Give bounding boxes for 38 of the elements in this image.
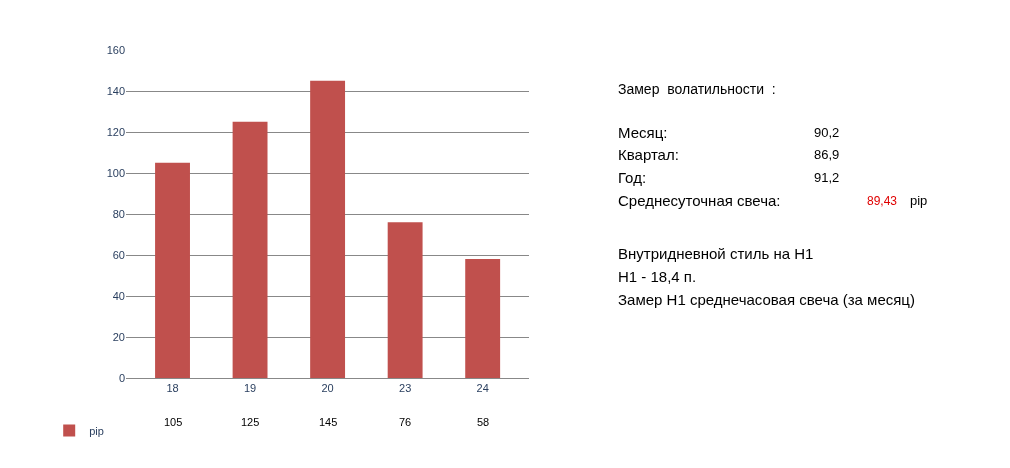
x-tick-label: 18 bbox=[166, 382, 179, 395]
y-tick-label: 140 bbox=[106, 84, 125, 97]
data-label: 105 bbox=[164, 416, 183, 428]
text: Замер H1 среднечасовая свеча (за месяц) bbox=[618, 291, 915, 308]
y-tick-label: 0 bbox=[118, 371, 125, 384]
text: 86,9 bbox=[814, 147, 840, 162]
x-tick-label: 23 bbox=[399, 382, 412, 395]
text: Замер волатильности : bbox=[618, 81, 776, 97]
data-label: 145 bbox=[319, 416, 338, 428]
text: pip bbox=[910, 193, 928, 208]
y-tick-label: 100 bbox=[106, 166, 125, 179]
data-label: 125 bbox=[241, 416, 260, 428]
text: 90,2 bbox=[814, 125, 840, 140]
text: 91,2 bbox=[814, 170, 840, 185]
bar bbox=[465, 259, 501, 378]
y-tick-label: 160 bbox=[106, 43, 125, 56]
y-tick-label: 60 bbox=[112, 248, 125, 261]
text: Внутридневной стиль на H1 bbox=[618, 245, 814, 262]
y-tick-label: 120 bbox=[106, 125, 125, 138]
text: 89,43 bbox=[867, 194, 898, 208]
bar bbox=[387, 222, 423, 378]
x-tick-label: 19 bbox=[243, 382, 257, 395]
y-tick-label: 20 bbox=[112, 330, 125, 343]
bar bbox=[232, 121, 268, 378]
bar bbox=[310, 80, 346, 378]
text: Среднесуточная свеча: bbox=[618, 192, 781, 209]
data-label: 76 bbox=[399, 416, 412, 428]
data-label: 58 bbox=[477, 416, 490, 428]
text: Год: bbox=[618, 169, 647, 186]
x-tick-label: 24 bbox=[476, 382, 489, 395]
bar bbox=[155, 162, 190, 378]
legend-label: pip bbox=[89, 424, 104, 437]
y-tick-label: 80 bbox=[112, 207, 125, 220]
text: Квартал: bbox=[618, 146, 679, 163]
text: H1 - 18,4 п. bbox=[618, 268, 697, 285]
x-tick-label: 20 bbox=[321, 382, 334, 395]
text: Месяц: bbox=[618, 124, 668, 141]
y-tick-label: 40 bbox=[112, 289, 125, 302]
